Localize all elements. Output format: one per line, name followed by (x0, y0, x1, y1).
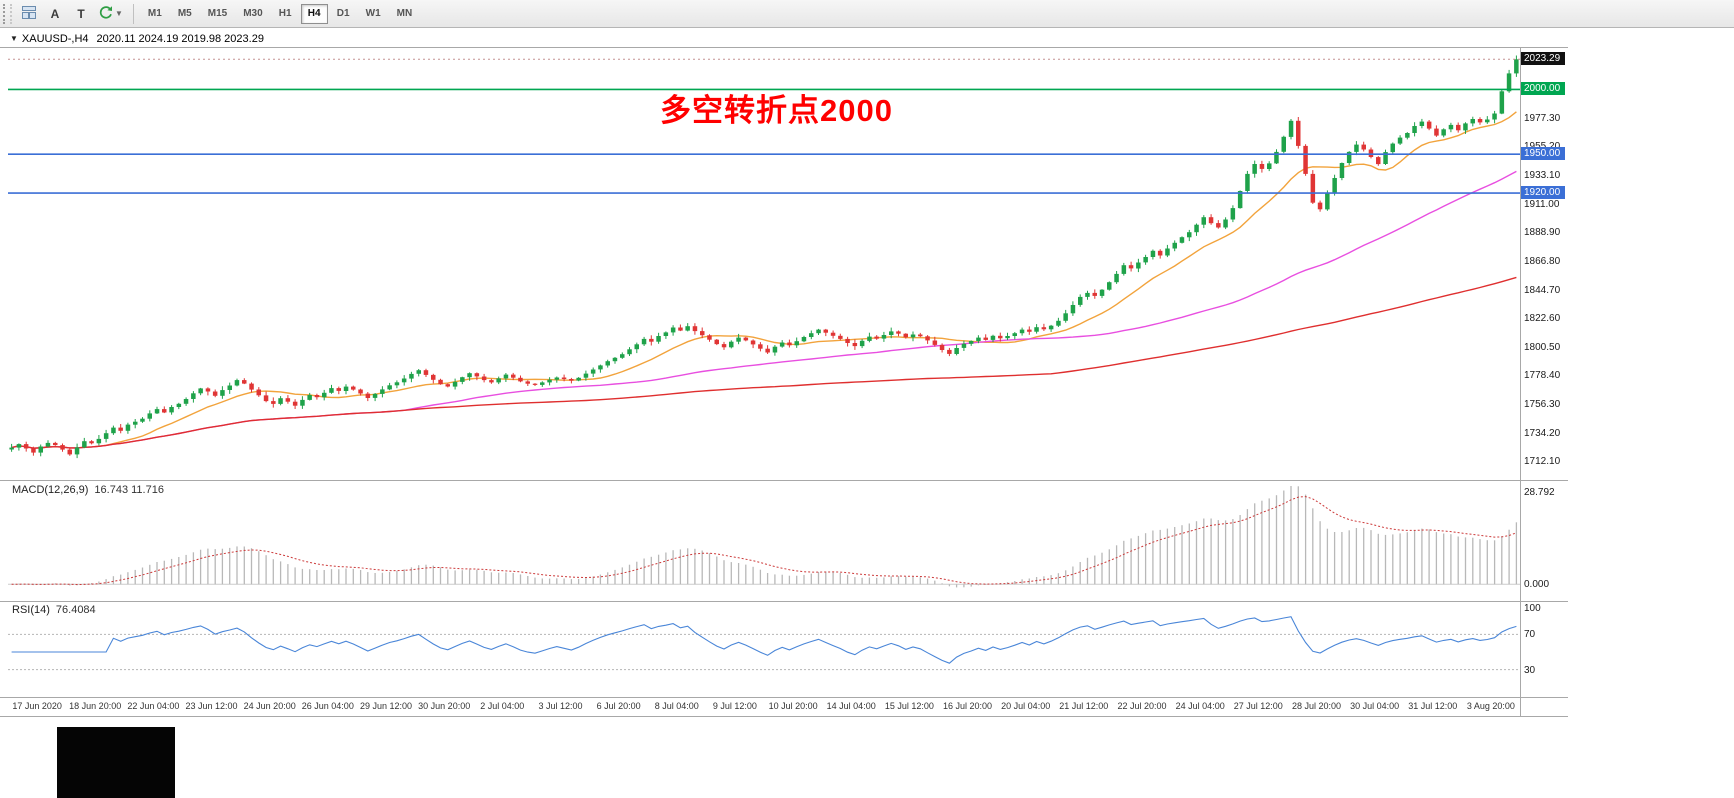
symbol-timeframe-label: XAUUSD-,H4 (21, 33, 89, 45)
time-axis-label: 22 Jun 04:00 (127, 701, 180, 711)
hline-price-badge[interactable]: 2000.00 (1521, 82, 1565, 96)
refresh-cycle-icon (98, 5, 113, 22)
refresh-cycle-button[interactable]: ▼ (95, 3, 126, 25)
time-axis-label: 24 Jun 20:00 (243, 701, 296, 711)
candlestick-chart[interactable] (8, 48, 1520, 478)
time-axis-label: 29 Jun 12:00 (359, 701, 413, 711)
price-tick: 1756.30 (1524, 399, 1561, 411)
time-axis-label: 18 Jun 20:00 (69, 701, 122, 711)
rsi-label: RSI(14) 76.4084 (12, 604, 96, 616)
timeframe-button-w1[interactable]: W1 (359, 4, 388, 24)
time-axis-label: 30 Jul 04:00 (1350, 701, 1400, 711)
time-axis-label: 10 Jul 20:00 (768, 701, 818, 711)
timeframe-button-h4[interactable]: H4 (300, 3, 328, 24)
price-tick: 1955.20 (1524, 141, 1560, 152)
price-tick: 1866.80 (1524, 255, 1561, 267)
tile-windows-button[interactable] (17, 3, 41, 25)
rsi-value: 76.4084 (55, 604, 96, 616)
price-tick: 1977.30 (1524, 112, 1561, 124)
rsi-chart[interactable] (8, 608, 1520, 696)
price-tick: 1800.50 (1524, 341, 1561, 353)
timeframe-button-m15[interactable]: M15 (201, 4, 234, 24)
toolbar-drag-grip[interactable] (3, 3, 12, 24)
time-axis-label: 31 Jul 12:00 (1408, 701, 1458, 711)
price-tick: 1844.70 (1524, 284, 1561, 296)
time-axis-label: 21 Jul 12:00 (1059, 701, 1109, 711)
price-tick: 1933.10 (1524, 170, 1561, 182)
chart-top-frame-line (0, 47, 1568, 48)
time-axis-label: 20 Jul 04:00 (1001, 701, 1051, 711)
dropdown-caret-icon: ▼ (115, 9, 123, 18)
time-axis-label: 26 Jun 04:00 (301, 701, 354, 711)
time-axis-label: 6 Jul 20:00 (596, 701, 641, 711)
toolbar-separator (132, 3, 134, 24)
macd-chart[interactable] (8, 486, 1520, 598)
time-axis-label: 30 Jun 20:00 (418, 701, 471, 711)
rsi-panel-divider[interactable] (0, 601, 1568, 602)
time-axis: 17 Jun 2020 18 Jun 20:00 22 Jun 04:00 23 Ju… (8, 701, 1520, 714)
black-box (57, 727, 175, 798)
timeframe-button-mn[interactable]: MN (390, 4, 420, 24)
current-price-badge: 2023.29 (1521, 52, 1565, 66)
time-axis-label: 14 Jul 04:00 (826, 701, 876, 711)
chart-text-annotation[interactable]: 多空转折点2000 (660, 93, 893, 128)
annotation-a-button[interactable]: A (43, 3, 67, 25)
price-tick: 1734.20 (1524, 427, 1561, 439)
time-axis-label: 23 Jun 12:00 (185, 701, 238, 711)
macd-axis-max: 28.792 (1524, 487, 1555, 498)
time-axis-label: 28 Jul 20:00 (1291, 701, 1342, 711)
ohlc-values: 2020.11 2024.19 2019.98 2023.29 (96, 33, 264, 45)
collapse-triangle-icon[interactable]: ▼ (10, 34, 18, 43)
time-axis-divider (0, 697, 1568, 698)
time-axis-label: 24 Jul 04:00 (1175, 701, 1225, 711)
macd-label: MACD(12,26,9) 16.743 11.716 (12, 484, 164, 496)
rsi-axis-level: 100 (1524, 603, 1541, 614)
rsi-axis-level: 30 (1524, 664, 1536, 676)
top-toolbar: A T ▼ M1 M5 M15 M30 H1 H4 D1 W1 MN (0, 0, 1734, 28)
timeframe-button-d1[interactable]: D1 (330, 4, 357, 24)
price-tick: 1911.00 (1524, 198, 1560, 210)
time-axis-label: 2 Jul 04:00 (480, 701, 525, 711)
price-axis-divider (1520, 47, 1521, 716)
time-axis-label: 9 Jul 12:00 (712, 701, 757, 711)
time-axis-label: 8 Jul 04:00 (654, 701, 699, 711)
macd-axis-zero: 0.000 (1524, 579, 1550, 591)
timeframe-button-m5[interactable]: M5 (171, 4, 199, 24)
price-tick: 1712.10 (1524, 456, 1561, 468)
hline-price-badge[interactable]: 1920.00 (1521, 186, 1565, 200)
time-axis-label: 16 Jul 20:00 (942, 701, 993, 711)
timeframe-button-m30[interactable]: M30 (236, 4, 269, 24)
price-tick: 1888.90 (1524, 227, 1561, 239)
chart-bottom-frame-line (0, 716, 1568, 717)
macd-panel-divider[interactable] (0, 480, 1568, 481)
tile-windows-icon (22, 5, 36, 22)
time-axis-label: 17 Jun 2020 (12, 701, 62, 711)
chart-info-line: ▼ XAUUSD-,H4 2020.11 2024.19 2019.98 2023.… (10, 33, 264, 45)
time-axis-label: 3 Jul 12:00 (538, 701, 583, 711)
rsi-axis-level: 70 (1524, 629, 1536, 641)
time-axis-label: 15 Jul 12:00 (884, 701, 934, 711)
timeframe-button-h1[interactable]: H1 (272, 4, 299, 24)
time-axis-label: 3 Aug 20:00 (1466, 701, 1515, 711)
text-tool-button[interactable]: T (69, 3, 93, 25)
time-axis-label: 22 Jul 20:00 (1117, 701, 1167, 711)
time-axis-label: 27 Jul 12:00 (1233, 701, 1283, 711)
price-tick: 1822.60 (1524, 313, 1561, 325)
timeframe-button-m1[interactable]: M1 (141, 4, 169, 24)
hline-price-badge[interactable]: 1950.00 (1521, 147, 1565, 161)
price-tick: 1778.40 (1524, 370, 1561, 382)
macd-values: 16.743 11.716 (94, 484, 164, 496)
